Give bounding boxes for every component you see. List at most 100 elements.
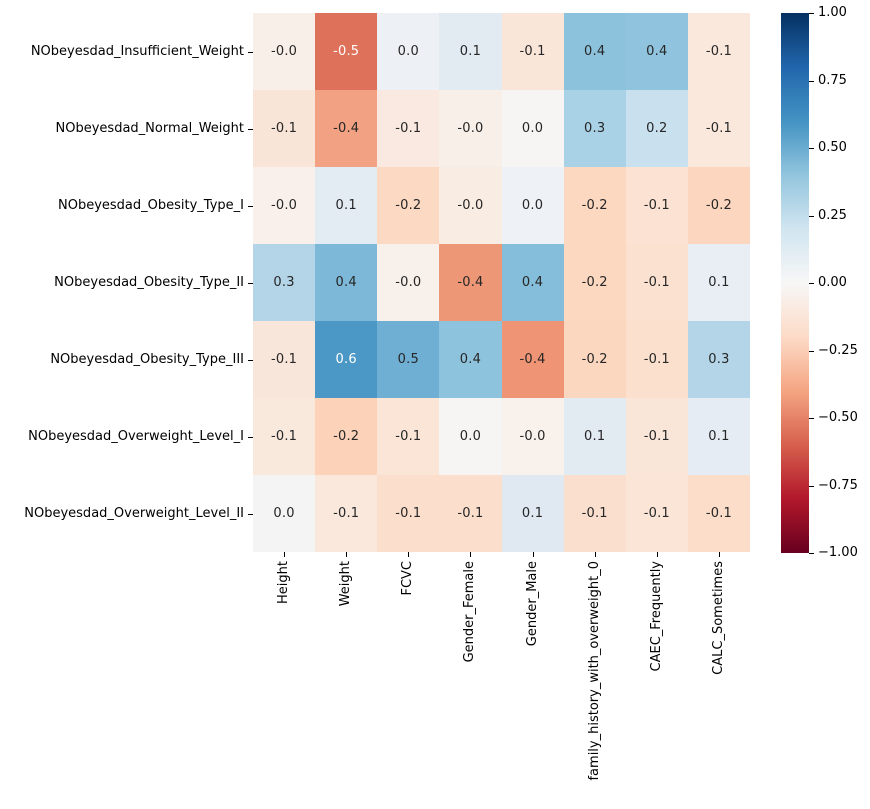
heatmap-cell-NObeyesdad_Obesity_Type_III-family_history_with_overweight_0: -0.2 [563,321,626,398]
cell-value: 0.0 [521,121,544,136]
cell-value: -0.1 [395,429,422,444]
heatmap-cell-NObeyesdad_Obesity_Type_II-CAEC_Frequently: -0.1 [625,244,688,321]
cell-value: -0.2 [395,198,422,213]
heatmap-cell-NObeyesdad_Obesity_Type_II-Gender_Male: 0.4 [501,244,564,321]
x-tick-mark [718,552,720,557]
heatmap-cell-NObeyesdad_Obesity_Type_III-Height: -0.1 [253,321,316,398]
cell-value: 0.1 [335,198,357,213]
y-tick-mark [248,359,253,361]
colorbar-tick-label: 0.75 [818,72,847,88]
heatmap-cell-NObeyesdad_Insufficient_Weight-Gender_Female: 0.1 [439,13,502,90]
heatmap-cell-NObeyesdad_Normal_Weight-CALC_Sometimes: -0.1 [687,90,750,167]
cell-value: -0.2 [705,198,733,213]
cell-value: 0.3 [708,352,730,367]
cell-value: 0.4 [335,275,357,290]
heatmap-cell-NObeyesdad_Obesity_Type_III-FCVC: 0.5 [377,321,440,398]
colorbar-tick-label: −0.75 [818,477,858,493]
heatmap-cell-NObeyesdad_Obesity_Type_III-CALC_Sometimes: 0.3 [687,321,750,398]
heatmap-cell-NObeyesdad_Obesity_Type_I-CALC_Sometimes: -0.2 [687,167,750,244]
row-label-NObeyesdad_Obesity_Type_II: NObeyesdad_Obesity_Type_II [54,274,244,290]
cell-value: 0.4 [521,275,544,290]
cell-value: -0.2 [581,352,608,367]
heatmap-cell-NObeyesdad_Obesity_Type_II-FCVC: -0.0 [377,244,440,321]
heatmap-cell-NObeyesdad_Overweight_Level_I-Gender_Female: 0.0 [439,398,502,475]
heatmap-cell-NObeyesdad_Normal_Weight-CAEC_Frequently: 0.2 [625,90,688,167]
colorbar-tick-mark [809,80,814,82]
heatmap-cell-NObeyesdad_Overweight_Level_I-Weight: -0.2 [315,398,378,475]
heatmap-cell-NObeyesdad_Overweight_Level_I-FCVC: -0.1 [377,398,440,475]
cell-value: -0.1 [643,429,670,444]
heatmap-cell-NObeyesdad_Insufficient_Weight-family_history_with_overweight_0: 0.4 [563,13,626,90]
cell-value: -0.1 [705,44,733,59]
col-label-Gender_Female: Gender_Female [462,561,478,663]
heatmap-cell-NObeyesdad_Normal_Weight-Gender_Male: 0.0 [501,90,564,167]
cell-value: 0.1 [584,429,606,444]
cell-value: -0.4 [457,275,484,290]
y-tick-mark [248,282,253,284]
col-label-family_history_with_overweight_0: family_history_with_overweight_0 [586,561,602,781]
cell-value: -0.1 [395,121,422,136]
cell-value: 0.3 [584,121,606,136]
cell-value: 0.2 [646,121,668,136]
heatmap-cell-NObeyesdad_Obesity_Type_III-CAEC_Frequently: -0.1 [625,321,688,398]
colorbar-tick-mark [809,148,814,149]
colorbar-tick-mark [809,215,814,217]
cell-value: 0.0 [459,429,482,444]
cell-value: 0.1 [708,429,730,444]
cell-value: 0.0 [273,506,295,521]
cell-value: 0.1 [521,506,544,521]
row-label-NObeyesdad_Overweight_Level_I: NObeyesdad_Overweight_Level_I [28,428,244,444]
row-label-NObeyesdad_Obesity_Type_I: NObeyesdad_Obesity_Type_I [58,197,244,213]
colorbar-tick-label: 0.25 [818,207,847,223]
colorbar-tick-label: −0.50 [818,410,858,425]
x-tick-mark [408,552,410,557]
y-tick-mark [248,128,253,130]
heatmap-cell-NObeyesdad_Overweight_Level_I-Gender_Male: -0.0 [501,398,564,475]
cell-value: -0.1 [643,506,670,521]
x-tick-mark [532,552,534,557]
col-label-Weight: Weight [338,561,354,607]
heatmap-cell-NObeyesdad_Insufficient_Weight-FCVC: 0.0 [377,13,440,90]
colorbar-tick-label: 0.50 [818,140,847,155]
cell-value: 0.1 [708,275,730,290]
cell-value: -0.0 [519,429,546,444]
cell-value: -0.1 [270,121,298,136]
colorbar-gradient [781,13,809,553]
heatmap-cell-NObeyesdad_Insufficient_Weight-CALC_Sometimes: -0.1 [687,13,750,90]
colorbar-tick-mark [809,283,814,284]
heatmap-cell-NObeyesdad_Obesity_Type_III-Gender_Female: 0.4 [439,321,502,398]
y-tick-mark [248,436,253,438]
heatmap-cell-NObeyesdad_Overweight_Level_I-CALC_Sometimes: 0.1 [687,398,750,475]
heatmap-cell-NObeyesdad_Overweight_Level_II-Gender_Male: 0.1 [501,475,564,552]
cell-value: -0.4 [333,121,360,136]
heatmap-cell-NObeyesdad_Obesity_Type_II-Height: 0.3 [253,244,316,321]
cell-value: -0.0 [270,198,298,213]
heatmap-cell-NObeyesdad_Overweight_Level_I-Height: -0.1 [253,398,316,475]
heatmap-cell-NObeyesdad_Insufficient_Weight-CAEC_Frequently: 0.4 [625,13,688,90]
y-tick-mark [248,51,253,53]
y-tick-mark [248,513,253,515]
heatmap-cell-NObeyesdad_Insufficient_Weight-Gender_Male: -0.1 [501,13,564,90]
cell-value: -0.1 [705,121,733,136]
heatmap-cell-NObeyesdad_Insufficient_Weight-Height: -0.0 [253,13,316,90]
col-label-CAEC_Frequently: CAEC_Frequently [648,561,664,672]
cell-value: -0.0 [457,198,484,213]
cell-value: 0.4 [646,44,668,59]
col-label-CALC_Sometimes: CALC_Sometimes [710,561,726,675]
heatmap-cell-NObeyesdad_Overweight_Level_II-Weight: -0.1 [315,475,378,552]
heatmap-cell-NObeyesdad_Normal_Weight-Height: -0.1 [253,90,316,167]
heatmap-cell-NObeyesdad_Obesity_Type_II-CALC_Sometimes: 0.1 [687,244,750,321]
colorbar-tick-mark [809,553,814,554]
x-tick-mark [594,552,596,557]
cell-value: -0.2 [581,198,608,213]
cell-value: -0.5 [333,44,360,59]
cell-value: -0.1 [581,506,608,521]
heatmap-cell-NObeyesdad_Overweight_Level_I-family_history_with_overweight_0: 0.1 [563,398,626,475]
cell-value: 0.0 [397,44,419,59]
colorbar [781,13,809,553]
cell-value: 0.3 [273,275,295,290]
x-tick-mark [656,552,658,557]
cell-value: -0.4 [519,352,546,367]
heatmap-cell-NObeyesdad_Obesity_Type_II-family_history_with_overweight_0: -0.2 [563,244,626,321]
